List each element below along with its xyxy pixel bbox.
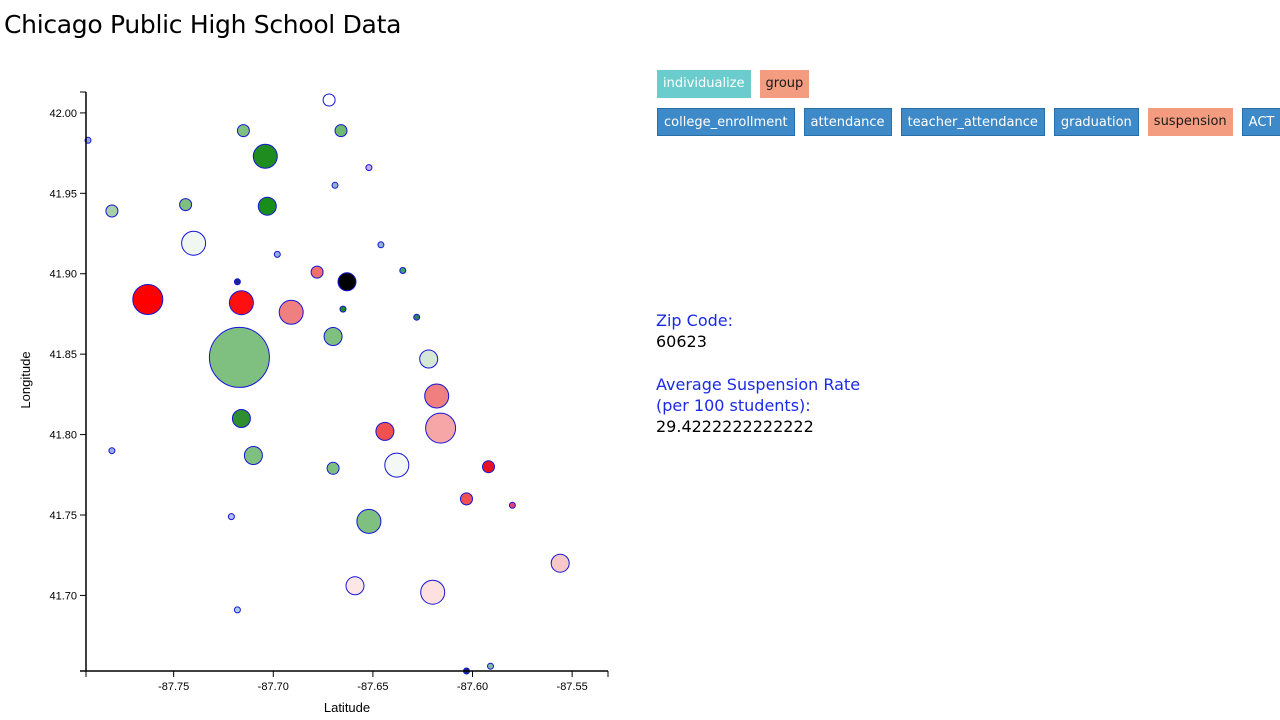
mode-toggle-group: individualize group [657,70,810,98]
metric-value: 29.4222222222222 [656,417,814,436]
school-point[interactable] [482,460,495,474]
school-point[interactable] [227,513,235,521]
metric-teacher-attendance-button[interactable]: teacher_attendance [900,108,1045,136]
school-point[interactable] [181,230,207,256]
school-point[interactable] [460,492,473,506]
school-point[interactable] [208,326,270,388]
metric-suspension-button[interactable]: suspension [1147,108,1233,136]
school-point[interactable] [310,265,324,279]
y-axis-label: Longitude [18,351,33,408]
metric-college-enrollment-button[interactable]: college_enrollment [657,108,795,136]
info-panel: Zip Code: 60623 Average Suspension Rate … [656,310,860,437]
school-point[interactable] [508,501,516,509]
school-point[interactable] [278,299,304,325]
school-point[interactable] [257,196,277,216]
school-point[interactable] [425,412,457,444]
y-tick-label: 41.75 [49,510,77,522]
school-point[interactable] [273,250,281,258]
school-point[interactable] [384,452,410,478]
school-point[interactable] [179,198,193,212]
y-tick-label: 41.70 [49,590,77,602]
x-tick-label: -87.75 [158,681,189,693]
school-point[interactable] [337,272,357,292]
x-tick-label: -87.55 [557,681,588,693]
school-point[interactable] [424,383,450,409]
school-point[interactable] [331,181,339,189]
metric-attendance-button[interactable]: attendance [803,108,892,136]
school-point[interactable] [365,164,373,172]
school-point[interactable] [322,93,336,107]
y-tick-label: 42.00 [49,108,77,120]
metric-label-line2: (per 100 students): [656,396,811,415]
zip-code-label: Zip Code: [656,311,733,330]
x-tick-label: -87.60 [457,681,488,693]
x-axis-label: Latitude [324,700,370,715]
school-point[interactable] [243,446,263,465]
metric-act-button[interactable]: ACT [1241,108,1280,136]
school-point[interactable] [108,447,116,455]
school-point[interactable] [375,421,395,441]
y-tick-label: 41.80 [49,430,77,442]
school-point[interactable] [487,662,494,670]
school-point[interactable] [419,349,439,369]
school-point[interactable] [413,313,421,321]
school-point[interactable] [105,204,119,218]
school-point[interactable] [550,553,570,573]
mode-group-button[interactable]: group [759,70,810,98]
x-tick-label: -87.65 [357,681,388,693]
page-title: Chicago Public High School Data [4,10,402,39]
school-point[interactable] [132,284,164,315]
scatter-plot: 42.00 41.95 41.90 41.85 41.80 41.75 41.70 -87.… [18,91,609,715]
mode-individualize-button[interactable]: individualize [657,70,751,98]
school-point[interactable] [252,143,278,169]
school-point[interactable] [236,124,250,138]
y-tick-label: 41.85 [49,349,77,361]
data-points [84,93,570,675]
zip-code-value: 60623 [656,332,707,351]
metric-selector-group: college_enrollment attendance teacher_atte… [657,108,1280,136]
metric-graduation-button[interactable]: graduation [1053,108,1139,136]
school-point[interactable] [339,305,347,313]
school-point[interactable] [233,606,241,614]
x-tick-label: -87.70 [258,681,289,693]
x-axis: -87.75 -87.70 -87.65 -87.60 -87.55 [80,670,609,693]
y-tick-label: 41.90 [49,269,77,281]
metric-label-line1: Average Suspension Rate [656,375,861,394]
school-point[interactable] [231,409,251,428]
school-point[interactable] [356,508,382,534]
school-point[interactable] [420,579,446,605]
school-point[interactable] [334,124,348,138]
y-tick-label: 41.95 [49,188,77,200]
school-point[interactable] [345,576,365,596]
school-point[interactable] [399,267,407,274]
school-point[interactable] [326,461,340,475]
school-point[interactable] [377,241,385,249]
school-point[interactable] [233,278,241,286]
school-point[interactable] [228,290,254,316]
school-point[interactable] [323,327,343,346]
y-axis: 42.00 41.95 41.90 41.85 41.80 41.75 41.70 [49,91,87,671]
